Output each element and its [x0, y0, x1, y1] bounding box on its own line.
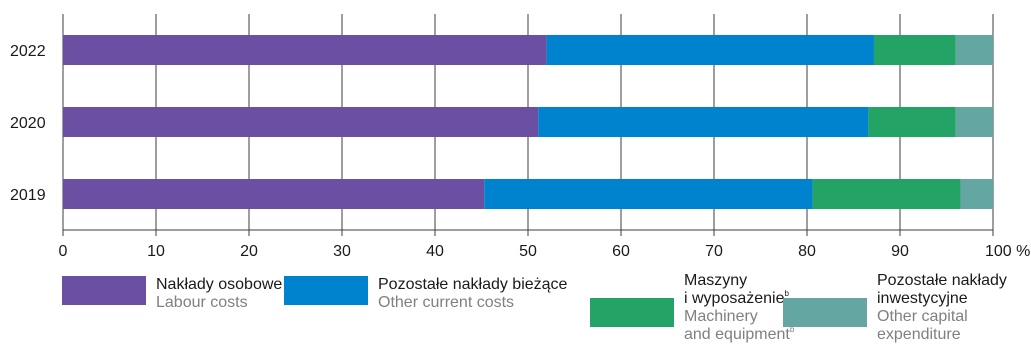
- legend-swatch-current: [284, 276, 368, 305]
- bar-segment: [538, 107, 869, 137]
- stacked-bar-chart: 2022 2020 2019 0 10 20 30 40 50 60 70 80 90 100 %: [10, 14, 1030, 260]
- legend-swatch-labour: [62, 276, 146, 305]
- chart-legend: Nakłady osobowe Labour costs Pozostałe n…: [0, 272, 1031, 356]
- bar-segment: [955, 35, 993, 65]
- legend-footnote-machinery-en: b: [789, 325, 795, 334]
- legend-label-machinery-en-1: Machinery: [684, 308, 758, 325]
- x-tick-label: 90: [891, 243, 909, 260]
- legend-label-machinery-en-2: and equipment: [684, 326, 790, 343]
- legend-label-current-en: Other current costs: [378, 294, 515, 311]
- legend-swatch-machinery: [590, 298, 674, 327]
- bar-segment: [960, 179, 993, 209]
- legend-label-capital-en-2: expenditure: [877, 326, 961, 343]
- bar-segment: [868, 107, 956, 137]
- bar-segment: [955, 107, 993, 137]
- legend-label-capital-en-1: Other capital: [877, 308, 968, 325]
- category-label: 2019: [10, 187, 46, 204]
- legend-item-current: Pozostałe nakłady bieżące Other current …: [284, 276, 567, 312]
- bar-segment: [63, 179, 485, 209]
- legend-label-labour-pl: Nakłady osobowe: [156, 276, 283, 293]
- legend-item-capital: Pozostałe nakłady inwestycyjne Other cap…: [783, 272, 1007, 344]
- x-tick-label: 100 %: [985, 243, 1030, 260]
- category-label: 2022: [10, 43, 46, 60]
- legend-label-current-pl: Pozostałe nakłady bieżące: [378, 276, 568, 293]
- category-label: 2020: [10, 115, 46, 132]
- x-tick-label: 0: [59, 243, 68, 260]
- legend-item-labour: Nakłady osobowe Labour costs: [62, 276, 282, 312]
- bar-segment: [812, 179, 961, 209]
- legend-label-machinery-pl-1: Maszyny: [684, 272, 748, 289]
- x-tick-label: 20: [240, 243, 258, 260]
- bar-segment: [484, 179, 813, 209]
- x-tick-label: 70: [705, 243, 723, 260]
- x-tick-label: 80: [798, 243, 816, 260]
- bar-segment: [63, 107, 539, 137]
- x-tick-label: 60: [612, 243, 630, 260]
- legend-item-machinery: Maszyny i wyposażenieb Machinery and equ…: [590, 272, 795, 344]
- bar-segment: [63, 35, 547, 65]
- x-tick-label: 40: [426, 243, 444, 260]
- bar-segment: [873, 35, 956, 65]
- x-tick-label: 30: [333, 243, 351, 260]
- legend-label-capital-pl-1: Pozostałe nakłady: [877, 272, 1007, 289]
- legend-label-capital-pl-2: inwestycyjne: [877, 290, 968, 307]
- legend-label-machinery-pl-2: i wyposażenie: [684, 290, 785, 307]
- legend-label-labour-en: Labour costs: [156, 294, 248, 311]
- legend-footnote-machinery-pl: b: [784, 289, 789, 298]
- x-tick-label: 50: [519, 243, 537, 260]
- x-tick-label: 10: [147, 243, 165, 260]
- legend-swatch-capital: [783, 298, 867, 327]
- bar-segment: [546, 35, 874, 65]
